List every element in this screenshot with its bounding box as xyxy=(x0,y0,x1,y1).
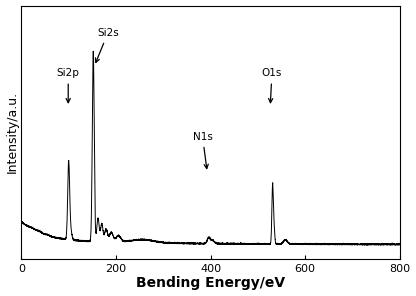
Text: Si2s: Si2s xyxy=(95,28,119,62)
Y-axis label: Intensity/a.u.: Intensity/a.u. xyxy=(5,91,19,173)
Text: N1s: N1s xyxy=(193,132,213,168)
Text: O1s: O1s xyxy=(262,68,282,103)
Text: Si2p: Si2p xyxy=(57,68,80,103)
X-axis label: Bending Energy/eV: Bending Energy/eV xyxy=(136,276,285,290)
